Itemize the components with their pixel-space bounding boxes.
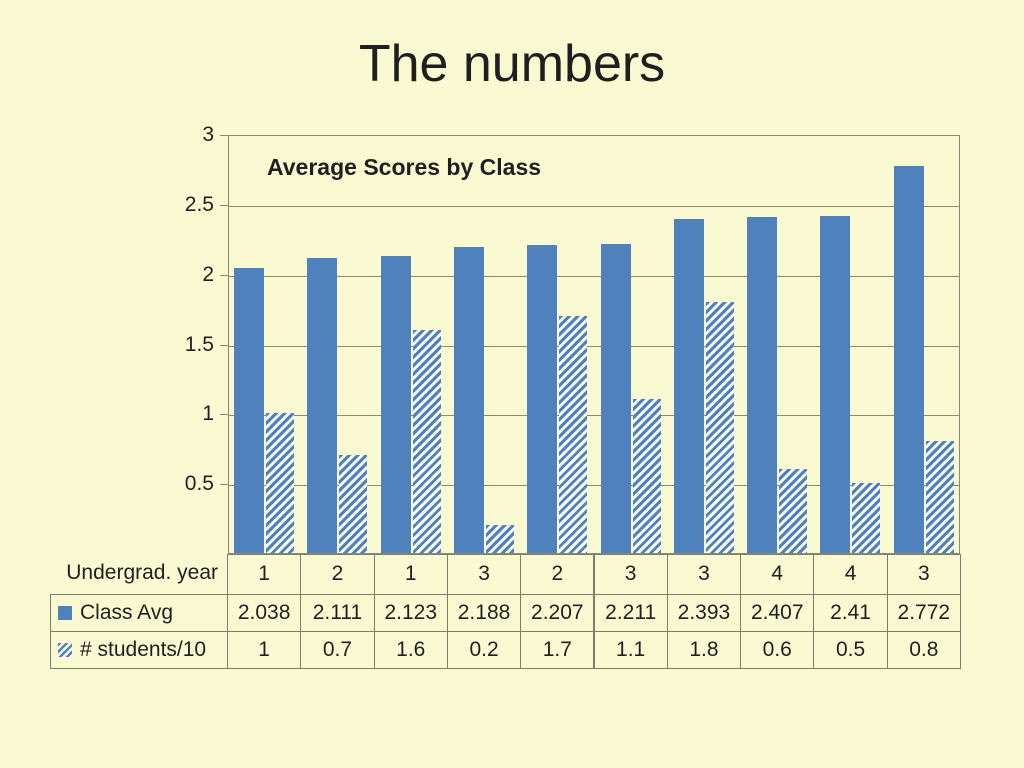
y-axis-tick (220, 414, 228, 416)
grid-line (229, 205, 959, 207)
bar-class-avg-4 (527, 245, 558, 553)
value-cell-1-2: 2.123 (373, 594, 448, 632)
category-cell-8: 4 (813, 554, 888, 595)
bar-students-6 (705, 302, 734, 553)
bar-class-avg-9 (893, 166, 924, 553)
value-cell-1-1: 2.111 (300, 594, 375, 632)
category-cell-9: 3 (886, 554, 961, 595)
bar-class-avg-5 (600, 244, 631, 553)
bar-students-8 (852, 483, 881, 553)
series-name: # students/10 (80, 638, 207, 661)
value-cell-2-6: 1.8 (666, 631, 742, 669)
y-axis-tick (220, 274, 228, 276)
value-cell-2-5: 1.1 (593, 631, 668, 669)
value-cell-2-9: 0.8 (886, 631, 961, 669)
y-tick-label: 2 (202, 262, 214, 286)
category-cell-1: 2 (300, 554, 375, 595)
bar-class-avg-2 (380, 256, 411, 553)
value-cell-2-2: 1.6 (373, 631, 448, 669)
category-cell-5: 3 (593, 554, 668, 595)
value-cell-1-8: 2.41 (813, 594, 888, 632)
bar-class-avg-3 (453, 247, 484, 553)
value-cell-1-4: 2.207 (520, 594, 595, 632)
grid-line (229, 415, 959, 417)
bar-students-1 (339, 455, 368, 553)
category-cell-2: 1 (373, 554, 448, 595)
bar-students-2 (412, 330, 441, 553)
y-axis-tick (220, 484, 228, 486)
grid-line (229, 275, 959, 277)
y-tick-label: 1.5 (184, 332, 214, 356)
value-cell-2-4: 1.7 (520, 631, 595, 669)
bar-students-9 (925, 441, 954, 553)
grid-line (229, 485, 959, 487)
category-cell-7: 4 (740, 554, 815, 595)
chart-title: Average Scores by Class (267, 154, 542, 180)
bar-class-avg-7 (747, 217, 778, 553)
value-cell-1-6: 2.393 (666, 594, 742, 632)
value-cell-2-3: 0.2 (446, 631, 522, 669)
slide-title: The numbers (358, 35, 666, 93)
category-cell-4: 2 (520, 554, 595, 595)
legend-row--students-10: # students/10 (50, 631, 228, 669)
value-cell-2-8: 0.5 (813, 631, 888, 669)
series-name: Class Avg (80, 601, 173, 624)
bar-students-7 (779, 469, 808, 553)
value-cell-2-7: 0.6 (740, 631, 815, 669)
value-cell-1-9: 2.772 (886, 594, 961, 632)
value-cell-2-1: 0.7 (300, 631, 375, 669)
plot-area: Average Scores by Class (228, 135, 960, 554)
y-axis-tick (220, 344, 228, 346)
y-tick-label: 0.5 (184, 472, 214, 496)
category-cell-3: 3 (446, 554, 522, 595)
value-cell-1-3: 2.188 (446, 594, 522, 632)
legend-swatch-solid-icon (58, 606, 72, 620)
value-cell-1-5: 2.211 (593, 594, 668, 632)
value-cell-1-7: 2.407 (740, 594, 815, 632)
bar-students-4 (559, 316, 588, 553)
bar-students-5 (632, 399, 661, 553)
legend-row-class-avg: Class Avg (50, 594, 228, 632)
bar-class-avg-0 (234, 268, 264, 553)
value-cell-2-0: 1 (227, 631, 302, 669)
y-tick-label: 1 (202, 402, 214, 426)
bar-class-avg-8 (820, 216, 851, 553)
y-tick-label: 2.5 (184, 192, 214, 216)
x-axis-label: Undergrad. year (66, 561, 218, 584)
y-axis-tick (220, 135, 228, 136)
value-cell-1-0: 2.038 (227, 594, 302, 632)
y-tick-label: 3 (202, 123, 214, 146)
legend-swatch-hatched-icon (58, 643, 72, 657)
y-axis-tick (220, 204, 228, 206)
category-cell-0: 1 (227, 554, 302, 595)
bar-class-avg-1 (307, 258, 338, 553)
category-cell-6: 3 (666, 554, 742, 595)
bar-class-avg-6 (673, 219, 704, 553)
bar-students-3 (485, 525, 514, 553)
grid-line (229, 345, 959, 347)
bar-students-0 (266, 413, 294, 553)
